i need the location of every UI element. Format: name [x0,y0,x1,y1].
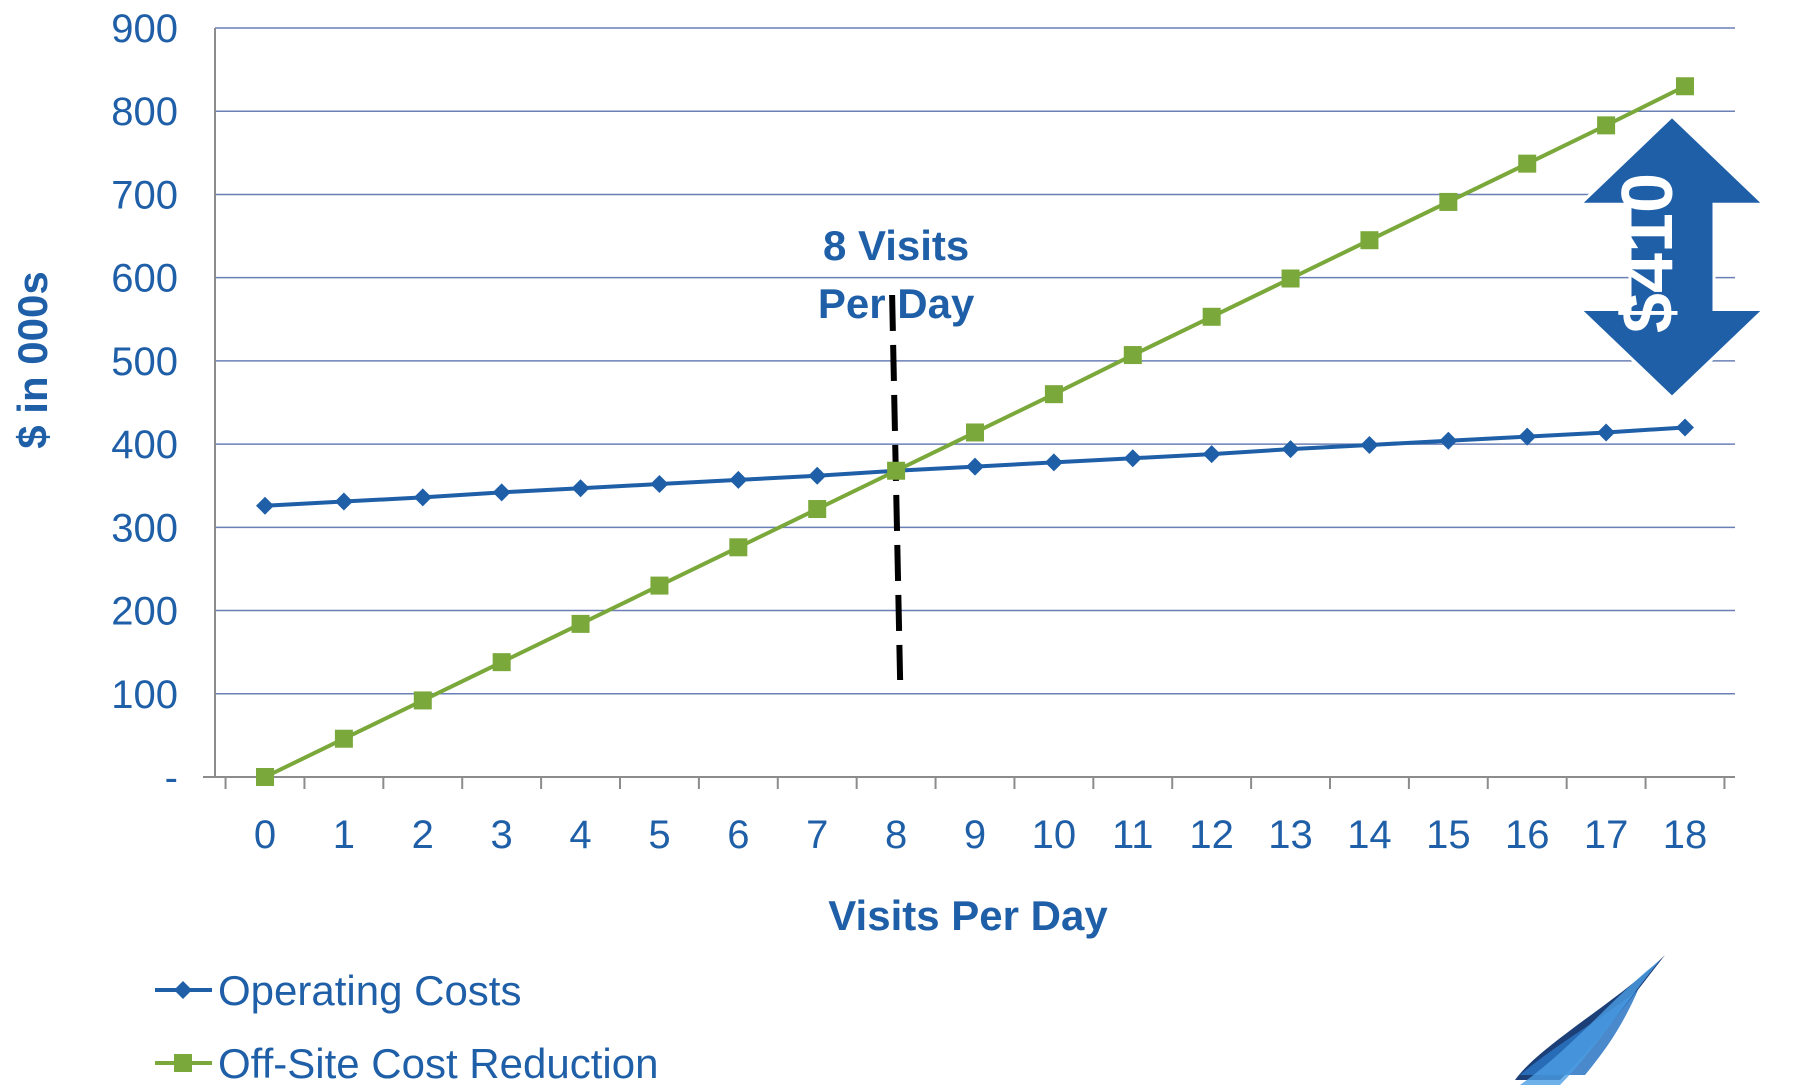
x-axis-title: Visits Per Day [828,892,1108,939]
x-tick-label: 10 [1032,813,1077,857]
data-point-square [334,729,353,748]
data-point-diamond [1439,431,1458,450]
x-tick-label: 15 [1426,813,1471,857]
data-point-square [571,614,590,633]
data-point-diamond [1597,423,1616,442]
data-point-square [1439,192,1458,211]
y-tick-label: - [165,756,178,800]
legend-label: Operating Costs [218,967,521,1014]
data-point-diamond [729,470,748,489]
x-tick-label: 6 [727,813,749,857]
data-point-diamond [1518,427,1537,446]
data-point-square [887,461,906,480]
axes [203,28,1735,789]
gridlines [215,27,1735,695]
breakeven-dashed-line [889,294,904,681]
y-tick-label: 400 [111,423,178,467]
legend-swatch-marker [174,981,192,999]
data-point-square [492,653,511,672]
breakeven-label-line2: Per Day [818,280,975,327]
x-tick-label: 17 [1584,813,1629,857]
data-point-diamond [492,483,511,502]
data-point-diamond [1281,440,1300,459]
double-arrow-shape [1576,114,1768,400]
data-point-diamond [1202,445,1221,464]
logo-mark [1515,955,1665,1085]
y-tick-label: 300 [111,506,178,550]
data-point-square [650,576,669,595]
data-point-square [729,538,748,557]
data-point-diamond [571,479,590,498]
x-tick-label: 0 [254,813,276,857]
x-tick-label: 16 [1505,813,1550,857]
y-tick-label: 500 [111,340,178,384]
data-point-square [1676,77,1694,96]
x-tick-label: 14 [1347,813,1392,857]
data-point-diamond [1123,449,1142,468]
series-group [256,77,1694,786]
data-point-square [1281,269,1300,288]
data-point-diamond [334,492,353,511]
y-tick-labels: - 100 200 300 400 500 600 700 800 900 [111,7,178,800]
x-tick-label: 12 [1189,813,1234,857]
legend-label: Off-Site Cost Reduction [218,1040,658,1085]
x-tick-label: 18 [1663,813,1708,857]
y-tick-label: 100 [111,673,178,717]
data-point-diamond [808,466,827,485]
data-point-diamond [1360,435,1379,454]
x-tick-labels: 0 1 2 3 4 5 6 7 8 9 10 11 12 13 14 15 16 17 18 [254,813,1707,857]
x-tick-label: 8 [885,813,907,857]
data-point-square [1044,385,1063,404]
data-point-diamond [650,475,669,494]
data-point-diamond [1676,418,1694,437]
x-tick-label: 2 [412,813,434,857]
data-point-square [808,500,827,519]
legend: Operating Costs Off-Site Cost Reduction [155,967,658,1085]
data-point-diamond [966,457,984,476]
data-point-square [1597,116,1616,135]
legend-swatch-marker [174,1054,192,1072]
y-tick-label: 700 [111,173,178,217]
data-point-square [966,423,984,442]
data-point-diamond [256,496,274,515]
y-tick-label: 900 [111,7,178,51]
data-point-diamond [1044,453,1063,472]
data-point-square [1360,231,1379,250]
data-point-diamond [413,488,432,507]
difference-label: $410 [1608,173,1688,333]
breakeven-label-line1: 8 Visits [823,222,969,269]
data-point-square [1518,154,1537,173]
y-tick-label: 800 [111,90,178,134]
data-point-square [1123,346,1142,365]
data-point-square [256,768,274,786]
x-tick-label: 13 [1268,813,1313,857]
x-tick-label: 7 [806,813,828,857]
difference-arrow: $410 [1576,114,1768,400]
x-tick-label: 3 [491,813,513,857]
x-tick-label: 1 [333,813,355,857]
y-tick-label: 200 [111,590,178,634]
x-tick-label: 4 [569,813,591,857]
x-tick-label: 11 [1112,813,1154,857]
data-point-square [413,691,432,710]
data-point-square [1202,307,1221,326]
x-tick-label: 5 [648,813,670,857]
x-tick-label: 9 [964,813,986,857]
y-tick-label: 600 [111,257,178,301]
y-axis-title: $ in 000s [9,271,56,448]
